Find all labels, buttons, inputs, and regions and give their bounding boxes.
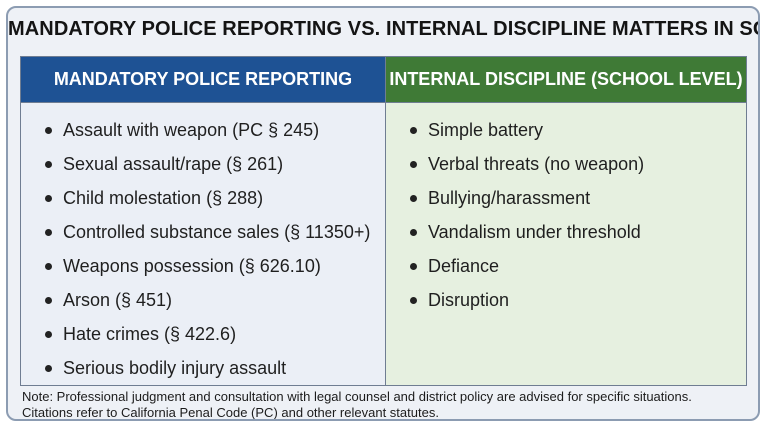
list-item-label: Child molestation (§ 288) [63, 188, 264, 208]
list-item: Bullying/harassment [386, 181, 746, 215]
bullet-icon [410, 229, 417, 236]
list-item-label: Bullying/harassment [428, 188, 591, 208]
list-item-label: Vandalism under threshold [428, 222, 641, 242]
bullet-icon [45, 331, 52, 338]
footnote-line: Citations refer to California Penal Code… [22, 405, 439, 420]
list-item: Weapons possession (§ 626.10) [21, 249, 385, 283]
bullet-icon [410, 195, 417, 202]
bullet-icon [45, 229, 52, 236]
list-item-label: Sexual assault/rape (§ 261) [63, 154, 284, 174]
list-item-label: Simple battery [428, 120, 544, 140]
list-item: Serious bodily injury assault [21, 351, 385, 385]
list-item: Vandalism under threshold [386, 215, 746, 249]
list-item: Controlled substance sales (§ 11350+) [21, 215, 385, 249]
comparison-card: MANDATORY POLICE REPORTING VS. INTERNAL … [6, 6, 760, 421]
bullet-icon [45, 195, 52, 202]
list-item: Child molestation (§ 288) [21, 181, 385, 215]
mandatory-reporting-list: Assault with weapon (PC § 245) Sexual as… [21, 103, 385, 385]
list-item: Assault with weapon (PC § 245) [21, 113, 385, 147]
list-item-label: Verbal threats (no weapon) [428, 154, 645, 174]
column-internal-discipline: INTERNAL DISCIPLINE (SCHOOL LEVEL) Simpl… [386, 57, 746, 385]
bullet-icon [45, 297, 52, 304]
list-item: Disruption [386, 283, 746, 317]
list-item-label: Controlled substance sales (§ 11350+) [63, 222, 371, 242]
footnote-line: Note: Professional judgment and consulta… [22, 389, 692, 404]
list-item-label: Disruption [428, 290, 510, 310]
list-item-label: Hate crimes (§ 422.6) [63, 324, 237, 344]
bullet-icon [45, 127, 52, 134]
comparison-table: MANDATORY POLICE REPORTING Assault with … [20, 56, 747, 386]
list-item-label: Serious bodily injury assault [63, 358, 287, 378]
column-header-internal-discipline: INTERNAL DISCIPLINE (SCHOOL LEVEL) [386, 57, 746, 103]
list-item-label: Assault with weapon (PC § 245) [63, 120, 320, 140]
list-item-label: Weapons possession (§ 626.10) [63, 256, 321, 276]
list-item: Verbal threats (no weapon) [386, 147, 746, 181]
internal-discipline-list: Simple battery Verbal threats (no weapon… [386, 103, 746, 317]
bullet-icon [45, 263, 52, 270]
list-item: Arson (§ 451) [21, 283, 385, 317]
list-item: Simple battery [386, 113, 746, 147]
column-header-mandatory-reporting: MANDATORY POLICE REPORTING [21, 57, 385, 103]
list-item-label: Defiance [428, 256, 500, 276]
bullet-icon [410, 297, 417, 304]
list-item-label: Arson (§ 451) [63, 290, 173, 310]
list-item: Sexual assault/rape (§ 261) [21, 147, 385, 181]
bullet-icon [45, 161, 52, 168]
footnote: Note: Professional judgment and consulta… [22, 389, 752, 420]
bullet-icon [45, 365, 52, 372]
list-item: Hate crimes (§ 422.6) [21, 317, 385, 351]
column-mandatory-reporting: MANDATORY POLICE REPORTING Assault with … [21, 57, 386, 385]
page-title: MANDATORY POLICE REPORTING VS. INTERNAL … [8, 18, 760, 40]
bullet-icon [410, 263, 417, 270]
list-item: Defiance [386, 249, 746, 283]
bullet-icon [410, 161, 417, 168]
bullet-icon [410, 127, 417, 134]
